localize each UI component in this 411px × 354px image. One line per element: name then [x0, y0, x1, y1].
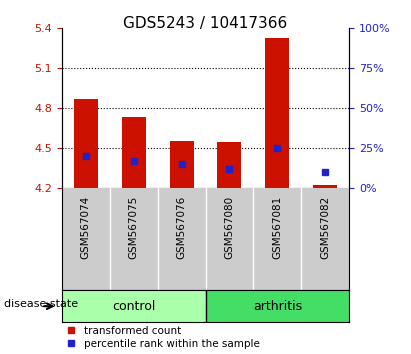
Text: GDS5243 / 10417366: GDS5243 / 10417366 — [123, 16, 288, 31]
Text: GSM567075: GSM567075 — [129, 196, 139, 259]
Text: arthritis: arthritis — [253, 300, 302, 313]
Bar — [122, 117, 145, 188]
Text: GSM567074: GSM567074 — [81, 196, 90, 259]
Bar — [74, 99, 98, 188]
Text: GSM567081: GSM567081 — [272, 196, 282, 259]
Text: disease state: disease state — [4, 299, 78, 309]
Legend: transformed count, percentile rank within the sample: transformed count, percentile rank withi… — [67, 326, 259, 349]
Bar — [169, 141, 194, 188]
Bar — [266, 38, 289, 188]
Text: GSM567082: GSM567082 — [321, 196, 330, 259]
Text: GSM567076: GSM567076 — [177, 196, 187, 259]
Text: control: control — [112, 300, 155, 313]
Bar — [217, 143, 241, 188]
Bar — [313, 185, 337, 188]
Text: GSM567080: GSM567080 — [224, 196, 234, 259]
